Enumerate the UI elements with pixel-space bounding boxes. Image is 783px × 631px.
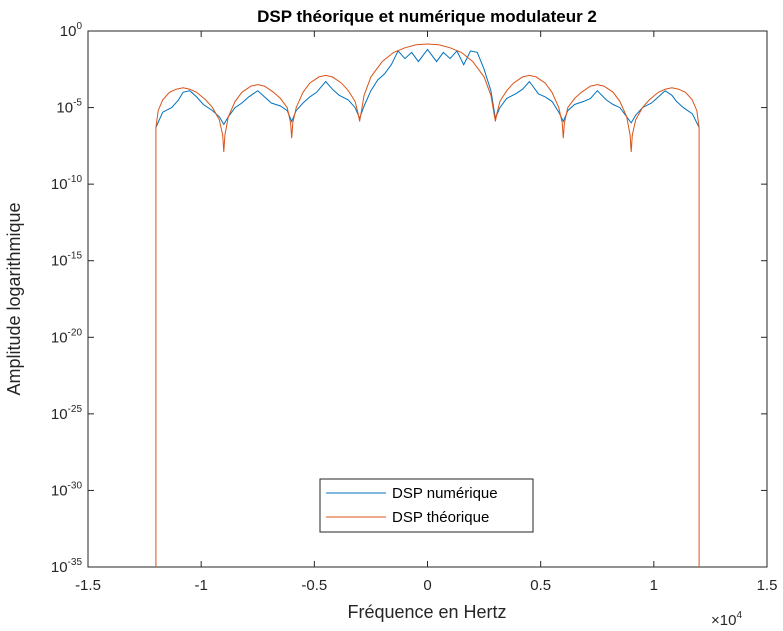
- y-tick-label: 10-20: [51, 327, 83, 346]
- y-axis-label: Amplitude logarithmique: [4, 202, 24, 395]
- series-line-0: [155, 48, 700, 128]
- x-tick-label: 0: [423, 577, 431, 594]
- x-tick-label: -1: [194, 577, 207, 594]
- series-layer: [155, 43, 700, 567]
- x-tick-label: -0.5: [301, 577, 327, 594]
- x-axis-label: Fréquence en Hertz: [347, 602, 506, 622]
- y-tick-label: 10-30: [51, 480, 83, 499]
- ticks-layer: -1.5 -1 -0.5 0 0.5 1 1.5 100 10-5 10-10 10-15 10-20…: [51, 21, 778, 594]
- legend-label-numerique: DSP numérique: [392, 485, 498, 502]
- legend-label-theorique: DSP théorique: [392, 509, 489, 526]
- x-tick-label: 0.5: [530, 577, 551, 594]
- legend: DSP numérique DSP théorique: [319, 478, 534, 533]
- x-tick-label: -1.5: [75, 577, 101, 594]
- x-exponent-base: ×10: [711, 612, 736, 629]
- y-tick-label: 10-5: [56, 98, 82, 117]
- x-exponent-label: ×104: [711, 610, 742, 629]
- y-tick-label: 10-10: [51, 174, 83, 193]
- chart-title: DSP théorique et numérique modulateur 2: [257, 7, 597, 26]
- x-exponent-power: 4: [736, 610, 742, 621]
- y-tick-label: 10-25: [51, 404, 83, 423]
- legend-box: [319, 478, 534, 533]
- y-tick-label: 100: [60, 21, 83, 40]
- series-line-1: [155, 43, 700, 567]
- y-tick-label: 10-15: [51, 251, 83, 270]
- plot-area: [87, 30, 768, 568]
- x-tick-label: 1.5: [757, 577, 778, 594]
- y-tick-label: 10-35: [51, 557, 83, 576]
- x-tick-label: 1: [650, 577, 658, 594]
